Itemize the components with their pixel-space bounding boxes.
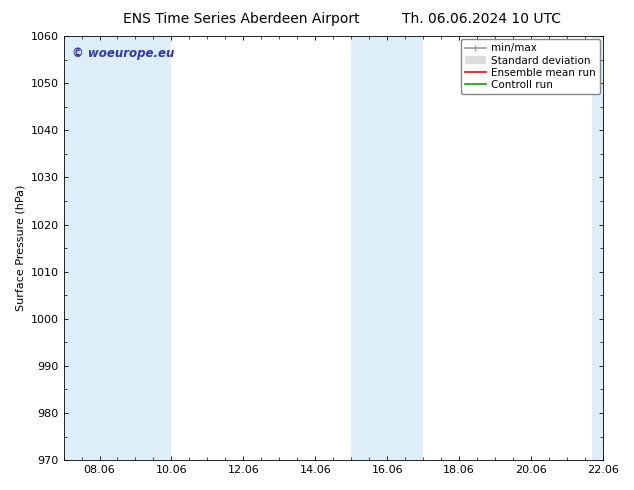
Bar [592, 36, 603, 460]
Y-axis label: Surface Pressure (hPa): Surface Pressure (hPa) [15, 185, 25, 311]
Legend: min/max, Standard deviation, Ensemble mean run, Controll run: min/max, Standard deviation, Ensemble me… [461, 39, 600, 94]
Text: Th. 06.06.2024 10 UTC: Th. 06.06.2024 10 UTC [403, 12, 561, 26]
Bar [63, 36, 171, 460]
Bar [351, 36, 387, 460]
Text: ENS Time Series Aberdeen Airport: ENS Time Series Aberdeen Airport [122, 12, 359, 26]
Bar [387, 36, 424, 460]
Text: © woeurope.eu: © woeurope.eu [72, 47, 174, 60]
